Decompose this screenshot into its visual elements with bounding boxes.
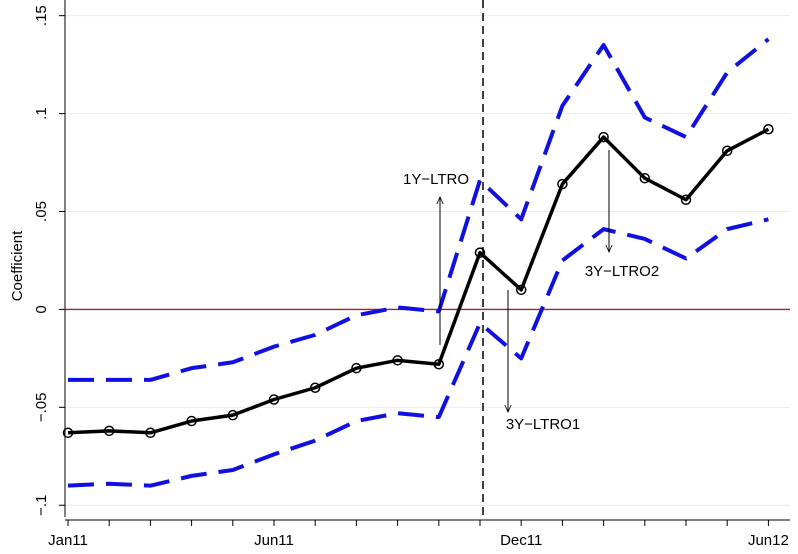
y-tick-label: .15 (33, 5, 50, 26)
y-tick-label: −.05 (33, 393, 50, 423)
x-tick-label: Jan11 (48, 532, 88, 549)
x-tick-label: Jun12 (748, 532, 789, 549)
point-marker (721, 145, 733, 157)
point-marker (763, 124, 774, 135)
point-marker (639, 172, 651, 184)
point-marker (186, 415, 197, 427)
y-tick-label: .05 (33, 201, 50, 222)
x-tick-label: Dec11 (500, 532, 542, 549)
point-marker (268, 394, 280, 405)
point-marker (557, 178, 568, 190)
annotation: 1Y−LTRO (403, 171, 469, 188)
point-marker (227, 409, 239, 421)
point-marker (515, 284, 527, 296)
series-line (67, 127, 770, 435)
point-marker (474, 247, 486, 258)
point-marker (680, 194, 692, 205)
point-marker (309, 382, 321, 393)
point-marker (598, 131, 609, 143)
y-tick-label: 0 (33, 305, 50, 313)
annotation: 3Y−LTRO1 (506, 416, 580, 433)
point-marker (103, 425, 115, 437)
y-tick-label: .1 (33, 107, 50, 120)
point-marker (392, 355, 403, 366)
annotation: 3Y−LTRO2 (585, 263, 659, 280)
point-marker (433, 359, 445, 370)
y-axis-label: Coefficient (9, 230, 26, 301)
series-line (68, 37, 770, 382)
series-line (67, 217, 769, 488)
point-marker (145, 427, 156, 439)
y-tick-label: −.1 (33, 495, 50, 516)
point-marker (351, 362, 362, 374)
point-marker (62, 427, 74, 439)
x-tick-label: Jun11 (254, 532, 294, 549)
